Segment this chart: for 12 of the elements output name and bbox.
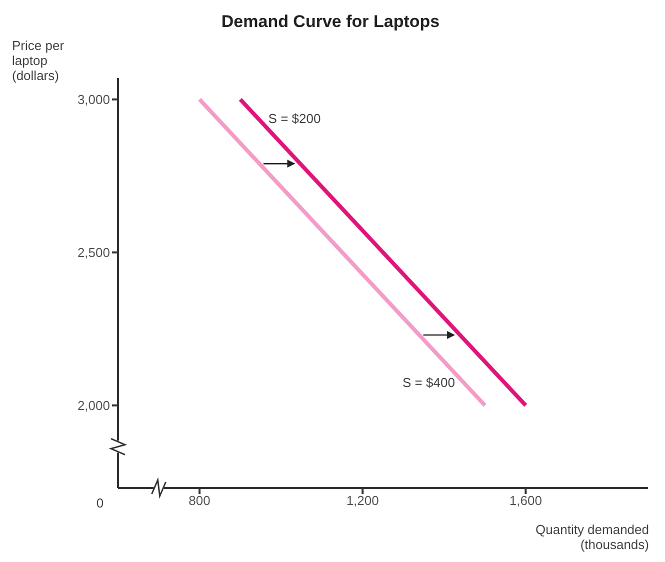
y-axis-title: Price per laptop (dollars) — [12, 38, 66, 83]
x-tick-label: 800 — [188, 493, 210, 508]
x-tick-label: 1,600 — [509, 493, 542, 508]
x-axis-title: Quantity demanded (thousands) — [534, 522, 649, 552]
annotation: S = $200 — [268, 110, 321, 126]
y-tick-label: 2,000 — [77, 398, 110, 414]
x-tick-label: 1,200 — [346, 493, 379, 508]
y-tick-label: 2,500 — [77, 245, 110, 260]
y-tick-label: 3,000 — [77, 92, 110, 108]
text: 0 — [96, 495, 104, 510]
chart-title: Demand Curve for Laptops — [220, 11, 441, 33]
annotation: S = $400 — [402, 374, 455, 390]
